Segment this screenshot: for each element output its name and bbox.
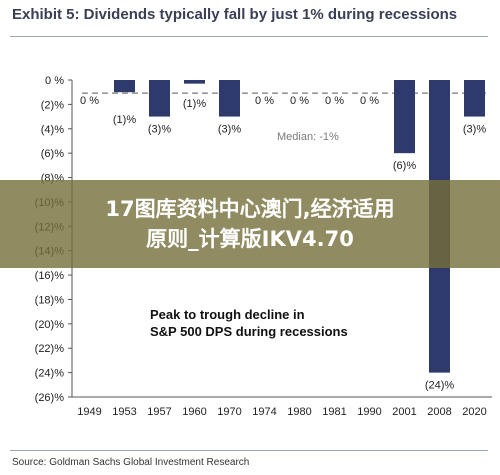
bar-1957 — [149, 80, 170, 117]
data-label: 0 % — [290, 95, 309, 107]
bar-2020 — [464, 80, 485, 117]
bar-2001 — [394, 80, 415, 154]
panel-title: Peak to trough decline in — [150, 307, 305, 322]
source-divider — [10, 450, 488, 451]
bar-1970 — [219, 80, 240, 117]
median-line-group: Median: -1% — [82, 92, 486, 143]
x-tick-label: 1957 — [147, 406, 171, 418]
data-label: (3)% — [148, 124, 171, 136]
x-tick-label: 1981 — [322, 406, 346, 418]
banner-line-2: 原则_计算版IKV4.70 — [146, 227, 354, 251]
x-tick-label: 1970 — [217, 406, 241, 418]
y-tick-label: (2)% — [41, 99, 64, 111]
watermark-banner: 17图库资料中心澳门,经济适用 原则_计算版IKV4.70 — [0, 180, 500, 268]
y-tick-label: (18)% — [35, 294, 65, 306]
y-tick-label: (16)% — [35, 270, 65, 282]
y-tick-label: 0 % — [45, 75, 64, 87]
y-tick-label: (6)% — [41, 148, 64, 160]
data-label: (3)% — [463, 124, 486, 136]
y-tick-label: (20)% — [35, 319, 65, 331]
x-tick-label: 1960 — [182, 406, 206, 418]
data-label: (24)% — [425, 380, 455, 392]
x-tick-label: 2020 — [462, 406, 486, 418]
data-label: (1)% — [183, 98, 206, 110]
x-tick-label: 1949 — [77, 406, 101, 418]
data-label: (1)% — [113, 114, 136, 126]
chart-title: Exhibit 5: Dividends typically fall by j… — [12, 6, 458, 23]
x-tick-label: 2008 — [427, 406, 451, 418]
data-labels: 0 % (1)% (3)% (1)% (3)% 0 % 0 % 0 % 0 % (6)% (24)%… — [80, 95, 486, 392]
bar-1960 — [184, 80, 205, 84]
banner-line-1: 17图库资料中心澳门,经济适用 — [105, 197, 395, 221]
x-tick-label: 1980 — [287, 406, 311, 418]
median-label: Median: -1% — [277, 131, 339, 143]
data-label: 0 % — [325, 95, 344, 107]
y-tick-label: (22)% — [35, 343, 65, 355]
data-label: 0 % — [80, 95, 99, 107]
x-tick-label: 1990 — [357, 406, 381, 418]
title-divider — [10, 36, 488, 37]
x-tick-label: 1953 — [112, 406, 136, 418]
y-tick-label: (4)% — [41, 124, 64, 136]
data-label: 0 % — [360, 95, 379, 107]
data-label: (6)% — [393, 160, 416, 172]
x-tick-label: 1974 — [252, 406, 276, 418]
data-label: 0 % — [255, 95, 274, 107]
panel-subtitle: S&P 500 DPS during recessions — [150, 324, 348, 339]
y-tick-label: (24)% — [35, 368, 65, 380]
y-tick-label: (26)% — [35, 392, 65, 404]
x-tick-label: 2001 — [392, 406, 416, 418]
data-label: (3)% — [218, 124, 241, 136]
bar-1953 — [114, 80, 135, 93]
x-axis-ticks: 1949 1953 1957 1960 1970 1974 1980 1981 1990 2001… — [77, 406, 486, 418]
source-note: Source: Goldman Sachs Global Investment … — [12, 457, 250, 468]
